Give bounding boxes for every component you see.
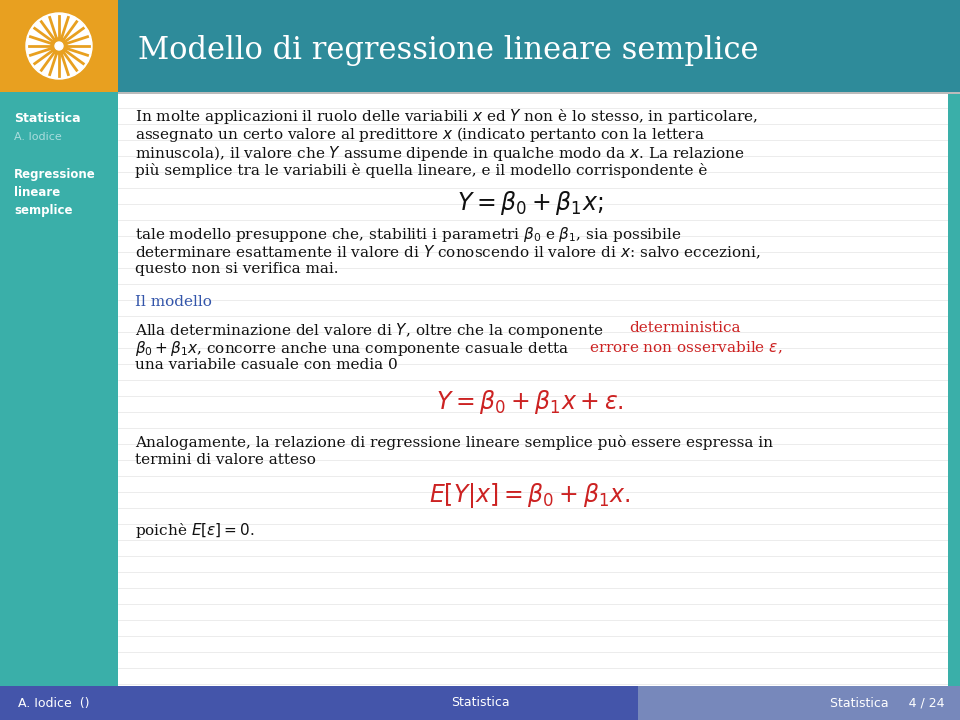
Text: A. Iodice  (): A. Iodice () bbox=[18, 696, 89, 709]
Text: determinare esattamente il valore di $Y$ conoscendo il valore di $x$: salvo ecce: determinare esattamente il valore di $Y$… bbox=[135, 243, 761, 261]
Bar bbox=[948, 92, 960, 686]
Circle shape bbox=[26, 13, 92, 79]
Text: $\beta_0 + \beta_1 x$, concorre anche una componente casuale detta: $\beta_0 + \beta_1 x$, concorre anche un… bbox=[135, 340, 570, 359]
Text: Statistica     4 / 24: Statistica 4 / 24 bbox=[830, 696, 945, 709]
Text: tale modello presuppone che, stabiliti i parametri $\beta_0$ e $\beta_1$, sia po: tale modello presuppone che, stabiliti i… bbox=[135, 225, 682, 244]
Bar bbox=[118, 92, 960, 94]
Text: $Y = \beta_0 + \beta_1 x + \epsilon.$: $Y = \beta_0 + \beta_1 x + \epsilon.$ bbox=[436, 389, 624, 416]
Text: Alla determinazione del valore di $Y$, oltre che la componente: Alla determinazione del valore di $Y$, o… bbox=[135, 321, 605, 340]
Bar bbox=[0, 0, 960, 92]
Circle shape bbox=[51, 38, 67, 54]
Text: deterministica: deterministica bbox=[629, 321, 740, 335]
Text: assegnato un certo valore al predittore $x$ (indicato pertanto con la lettera: assegnato un certo valore al predittore … bbox=[135, 125, 705, 145]
Text: questo non si verifica mai.: questo non si verifica mai. bbox=[135, 262, 339, 276]
Bar bbox=[118, 92, 960, 686]
Text: Il modello: Il modello bbox=[135, 294, 212, 308]
Text: Regressione
lineare
semplice: Regressione lineare semplice bbox=[14, 168, 96, 217]
Text: poichè $E[\epsilon] = 0$.: poichè $E[\epsilon] = 0$. bbox=[135, 521, 254, 541]
Text: Modello di regressione lineare semplice: Modello di regressione lineare semplice bbox=[138, 35, 758, 66]
Text: minuscola), il valore che $Y$ assume dipende in qualche modo da $x$. La relazion: minuscola), il valore che $Y$ assume dip… bbox=[135, 144, 745, 163]
Text: Statistica: Statistica bbox=[14, 112, 81, 125]
Bar bbox=[0, 686, 960, 720]
Text: A. Iodice: A. Iodice bbox=[14, 132, 61, 142]
Text: più semplice tra le variabili è quella lineare, e il modello corrispondente è: più semplice tra le variabili è quella l… bbox=[135, 163, 708, 178]
Text: In molte applicazioni il ruolo delle variabili $x$ ed $Y$ non è lo stesso, in pa: In molte applicazioni il ruolo delle var… bbox=[135, 107, 758, 126]
Text: termini di valore atteso: termini di valore atteso bbox=[135, 453, 316, 467]
Text: Statistica: Statistica bbox=[450, 696, 510, 709]
Circle shape bbox=[55, 42, 63, 50]
Bar bbox=[638, 686, 960, 720]
Bar bbox=[0, 92, 118, 686]
Text: Analogamente, la relazione di regressione lineare semplice può essere espressa i: Analogamente, la relazione di regression… bbox=[135, 434, 773, 449]
Text: una variabile casuale con media 0: una variabile casuale con media 0 bbox=[135, 358, 397, 372]
Text: $E[Y|x] = \beta_0 + \beta_1 x.$: $E[Y|x] = \beta_0 + \beta_1 x.$ bbox=[429, 482, 631, 510]
Text: $Y = \beta_0 + \beta_1 x;$: $Y = \beta_0 + \beta_1 x;$ bbox=[457, 189, 603, 217]
Bar bbox=[0, 0, 118, 92]
Text: errore non osservabile $\epsilon$,: errore non osservabile $\epsilon$, bbox=[589, 340, 782, 356]
